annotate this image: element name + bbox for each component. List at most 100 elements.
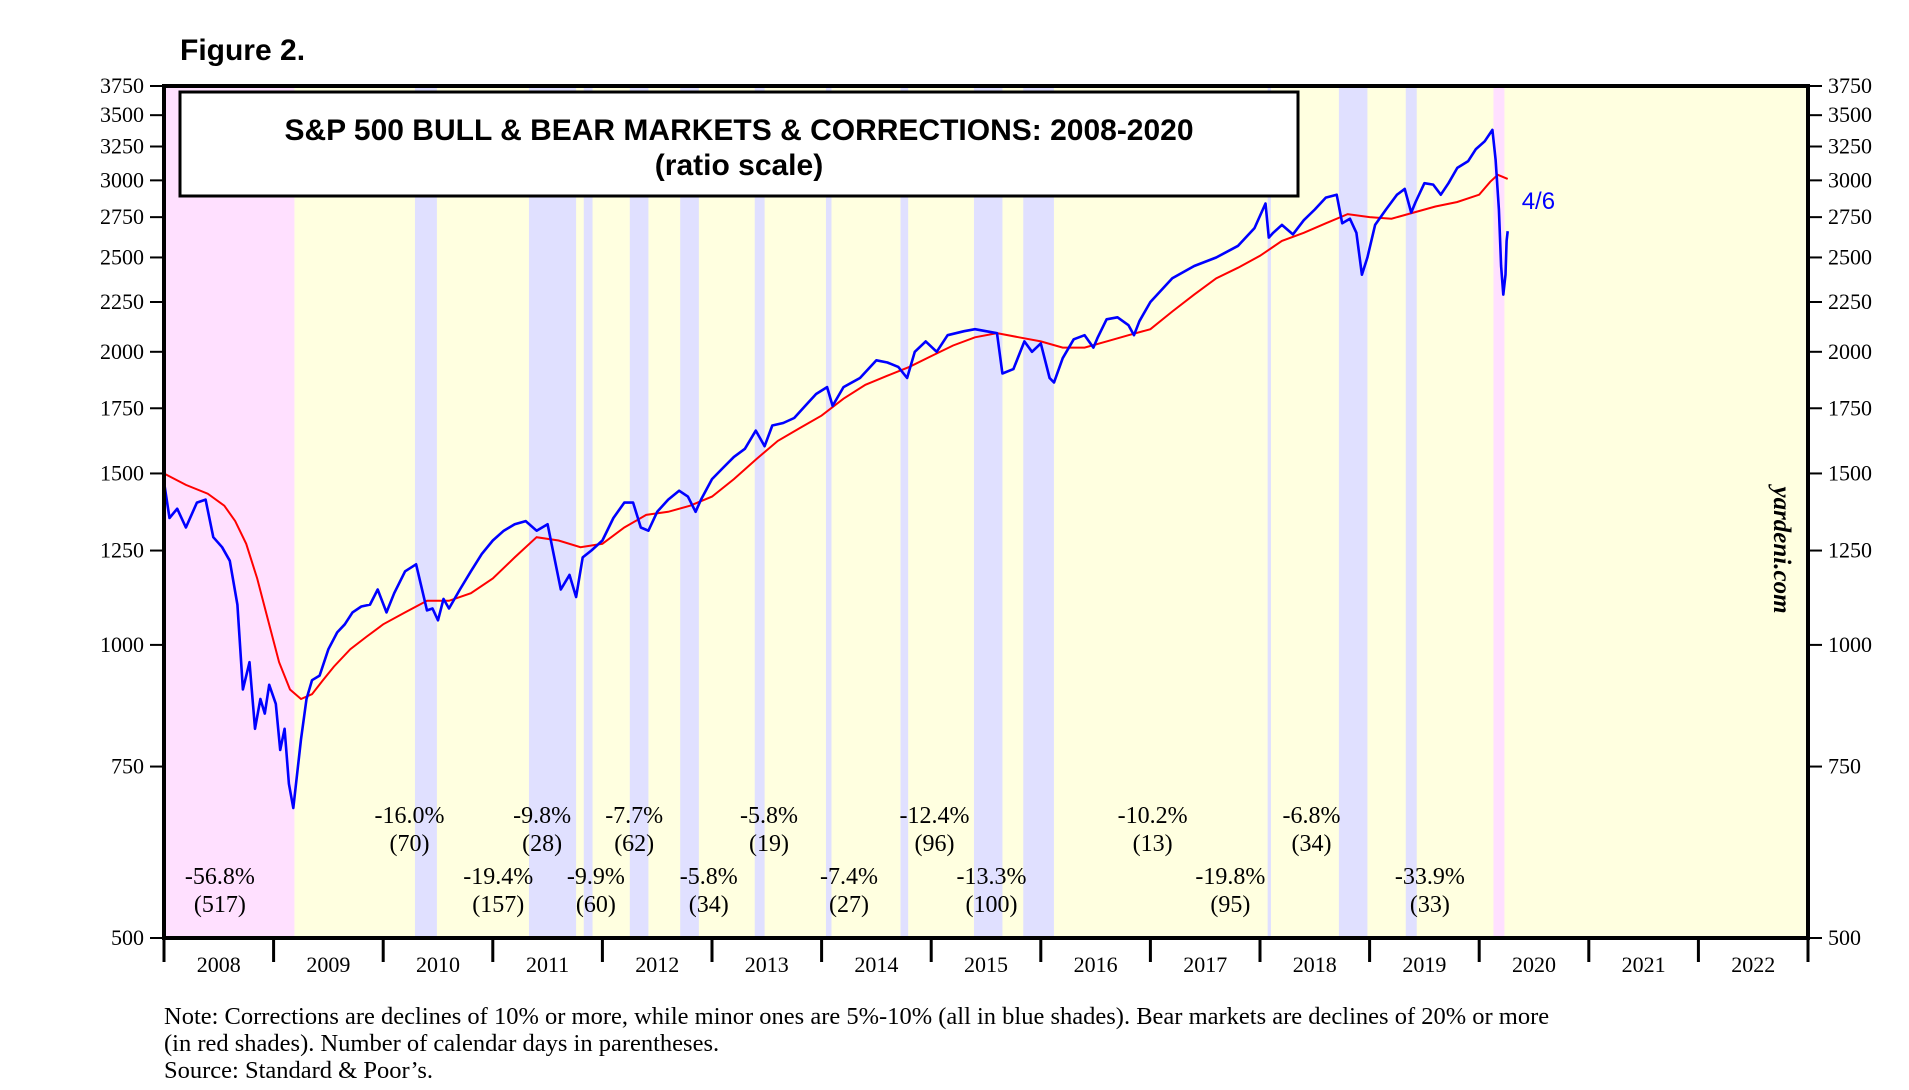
decline-days-label: (33) [1410,892,1450,918]
x-tick-label: 2020 [1512,952,1556,977]
last-date-label: 4/6 [1522,188,1555,215]
y-tick-label-left: 2000 [100,339,144,364]
x-tick-label: 2021 [1622,952,1666,977]
y-tick-label-left: 3250 [100,134,144,159]
y-tick-label-right: 1500 [1828,460,1872,485]
y-tick-label-right: 1250 [1828,538,1872,563]
decline-percent-label: -33.9% [1395,864,1465,890]
decline-days-label: (100) [965,892,1017,918]
y-tick-label-left: 1250 [100,538,144,563]
chart-title: S&P 500 BULL & BEAR MARKETS & CORRECTION… [284,114,1193,147]
correction-shade [414,86,437,938]
decline-days-label: (70) [390,831,430,857]
figure-label: Figure 2. [180,34,306,67]
decline-days-label: (13) [1133,831,1173,857]
y-tick-label-right: 750 [1828,754,1861,779]
y-tick-label-left: 500 [111,925,144,950]
y-tick-label-right: 1000 [1828,632,1872,657]
decline-percent-label: -19.8% [1195,864,1265,890]
x-tick-label: 2012 [635,952,679,977]
decline-percent-label: -5.8% [740,803,798,829]
decline-days-label: (517) [194,892,246,918]
x-tick-label: 2013 [745,952,789,977]
moving-average-line [163,173,1509,701]
x-tick-label: 2018 [1293,952,1337,977]
y-tick-label-left: 1000 [100,632,144,657]
decline-days-label: (95) [1210,892,1250,918]
source-line: Source: Standard & Poor’s. [164,1057,434,1084]
y-tick-label-right: 3250 [1828,134,1872,159]
y-tick-label-left: 3000 [100,167,144,192]
y-tick-label-right: 2250 [1828,289,1872,314]
decline-percent-label: -7.4% [820,864,878,890]
y-tick-label-left: 1750 [100,395,144,420]
correction-shade [1023,86,1054,938]
correction-shade [1338,86,1368,938]
correction-shade [973,86,1003,938]
correction-shade [1267,86,1271,938]
y-tick-label-right: 2000 [1828,339,1872,364]
decline-percent-label: -19.4% [463,864,533,890]
y-tick-label-right: 1750 [1828,395,1872,420]
y-tick-label-left: 3500 [100,102,144,127]
x-tick-label: 2008 [197,952,241,977]
decline-days-label: (27) [829,892,869,918]
decline-percent-label: -9.9% [567,864,625,890]
correction-shade [680,86,699,938]
y-tick-label-left: 2250 [100,289,144,314]
decline-percent-label: -6.8% [1283,803,1341,829]
y-tick-label-left: 2500 [100,244,144,269]
x-tick-label: 2011 [526,952,569,977]
decline-days-label: (34) [1292,831,1332,857]
x-tick-label: 2022 [1731,952,1775,977]
x-tick-label: 2015 [964,952,1008,977]
x-tick-label: 2019 [1402,952,1446,977]
decline-percent-label: -10.2% [1118,803,1188,829]
decline-days-label: (60) [576,892,616,918]
note-line-1: Note: Corrections are declines of 10% or… [164,1003,1550,1030]
decline-percent-label: -12.4% [899,803,969,829]
decline-days-label: (34) [689,892,729,918]
x-tick-label: 2016 [1074,952,1118,977]
correction-shade [900,86,909,938]
decline-days-label: (157) [472,892,524,918]
x-tick-label: 2010 [416,952,460,977]
title-box: S&P 500 BULL & BEAR MARKETS & CORRECTION… [178,90,1300,198]
correction-shade [583,86,593,938]
decline-days-label: (19) [749,831,789,857]
y-tick-label-right: 3750 [1828,73,1872,98]
y-tick-label-right: 2500 [1828,244,1872,269]
decline-days-label: (62) [614,831,654,857]
bear-market-shade [1493,86,1505,938]
x-tick-label: 2009 [306,952,350,977]
decline-percent-label: -56.8% [185,864,255,890]
y-tick-label-right: 3000 [1828,167,1872,192]
decline-days-label: (96) [914,831,954,857]
correction-shade [629,86,649,938]
correction-shade [825,86,832,938]
y-tick-label-left: 1500 [100,460,144,485]
decline-percent-label: -9.8% [513,803,571,829]
note-line-2: (in red shades). Number of calendar days… [164,1030,720,1057]
chart-subtitle: (ratio scale) [655,149,823,182]
correction-shade [1405,86,1417,938]
plot-frame [162,84,1810,940]
y-tick-label-left: 2750 [100,204,144,229]
notes: Note: Corrections are declines of 10% or… [164,1003,1549,1084]
x-tick-label: 2017 [1183,952,1227,977]
y-tick-label-right: 500 [1828,925,1861,950]
y-tick-label-left: 3750 [100,73,144,98]
sp500-price-line [162,128,1509,810]
correction-shade [528,86,577,938]
title-box-frame [178,90,1300,198]
decline-percent-label: -13.3% [956,864,1026,890]
y-tick-label-right: 3500 [1828,102,1872,127]
decline-days-label: (28) [522,831,562,857]
watermark: yardeni.com [1768,483,1795,613]
y-tick-label-left: 750 [111,754,144,779]
correction-shade [754,86,765,938]
decline-percent-label: -16.0% [375,803,445,829]
y-tick-label-right: 2750 [1828,204,1872,229]
chart: 500 500 750 750 1000 1000 1250 1250 1500 1500 1750… [100,73,1872,977]
x-tick-label: 2014 [854,952,898,977]
